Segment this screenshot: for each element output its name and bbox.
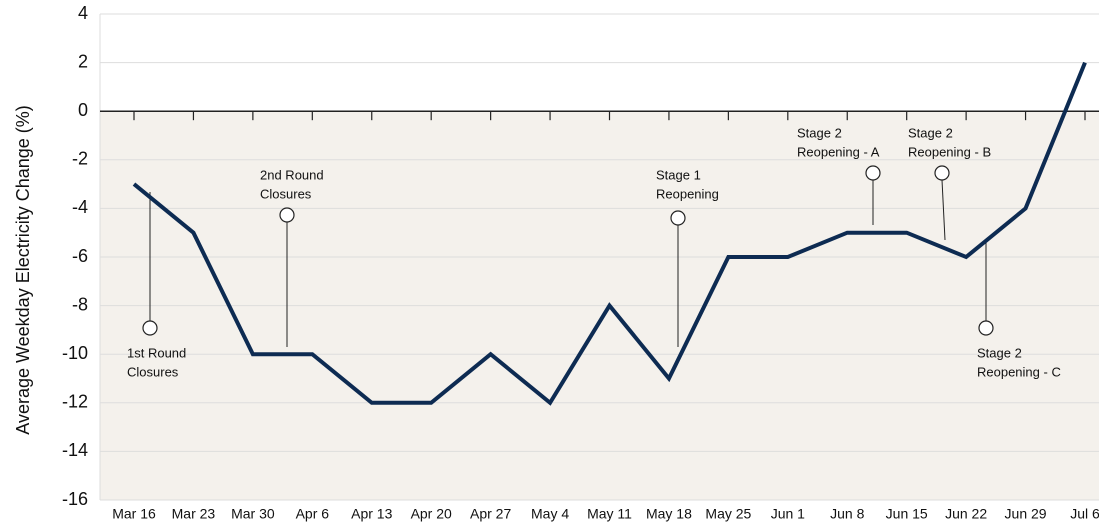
annotation-text: Closures xyxy=(260,186,312,201)
y-tick-label: 0 xyxy=(78,100,88,120)
annotation-text: Stage 2 xyxy=(908,125,953,140)
y-tick-label: 2 xyxy=(78,51,88,71)
y-tick-label: -4 xyxy=(72,197,88,217)
x-tick-label: Jul 6 xyxy=(1070,506,1099,522)
x-tick-label: May 18 xyxy=(646,506,692,522)
x-tick-label: May 11 xyxy=(587,506,632,522)
x-tick-label: Jun 22 xyxy=(945,506,987,522)
x-tick-label: Jun 29 xyxy=(1005,506,1047,522)
annotation-marker xyxy=(978,320,994,336)
x-tick-label: May 25 xyxy=(705,506,751,522)
x-tick-label: Apr 20 xyxy=(411,506,452,522)
y-tick-label: 4 xyxy=(78,3,88,23)
y-tick-label: -14 xyxy=(62,440,88,460)
y-tick-label: -10 xyxy=(62,343,88,363)
x-tick-label: May 4 xyxy=(531,506,569,522)
annotation-marker xyxy=(865,165,881,181)
y-tick-label: -6 xyxy=(72,246,88,266)
annotation-text: Stage 1 xyxy=(656,167,701,182)
y-tick-label: -12 xyxy=(62,392,88,412)
x-tick-label: Apr 27 xyxy=(470,506,511,522)
annotation-text: 2nd Round xyxy=(260,167,324,182)
annotation-marker xyxy=(142,320,158,336)
x-tick-label: Jun 8 xyxy=(830,506,864,522)
x-tick-label: Mar 16 xyxy=(112,506,156,522)
x-tick-label: Apr 13 xyxy=(351,506,392,522)
annotation-text: Stage 2 xyxy=(977,345,1022,360)
x-tick-label: Apr 6 xyxy=(296,506,330,522)
data-line xyxy=(132,61,1087,406)
x-tick-label: Mar 30 xyxy=(231,506,275,522)
y-tick-label: -2 xyxy=(72,149,88,169)
annotation-text: Reopening - C xyxy=(977,364,1061,379)
annotation-text: Reopening - B xyxy=(908,144,991,159)
x-tick-label: Jun 15 xyxy=(886,506,928,522)
annotation-marker xyxy=(670,210,686,226)
y-tick-label: -8 xyxy=(72,294,88,314)
y-axis-label: Average Weekday Electricity Change (%) xyxy=(13,105,33,434)
annotation-text: Reopening xyxy=(656,186,719,201)
annotation-text: Closures xyxy=(127,364,179,379)
annotation-text: Stage 2 xyxy=(797,125,842,140)
x-tick-label: Jun 1 xyxy=(771,506,805,522)
annotation-marker xyxy=(279,207,295,223)
annotation-marker xyxy=(934,165,950,181)
annotation-text: 1st Round xyxy=(127,345,186,360)
x-tick-label: Mar 23 xyxy=(172,506,216,522)
y-tick-label: -16 xyxy=(62,489,88,509)
annotation-text: Reopening - A xyxy=(797,144,880,159)
annotation-leader xyxy=(941,179,946,241)
